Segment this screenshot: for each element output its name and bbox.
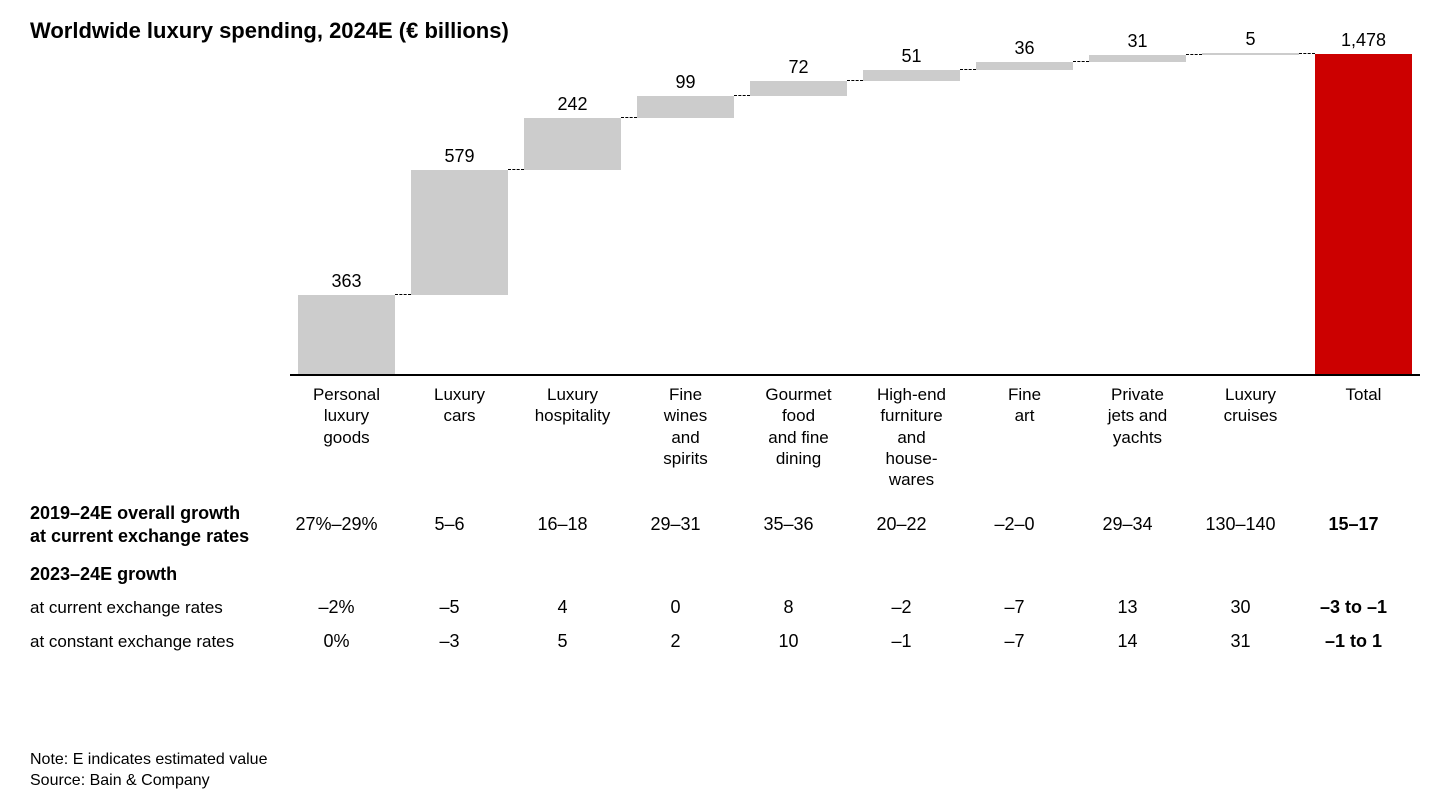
growth-cell: 2 [619, 631, 732, 652]
waterfall-chart: 363579242997251363151,478 [290, 54, 1420, 376]
connector-line [847, 80, 864, 81]
connector-line [734, 95, 751, 96]
growth-cell: –3 [393, 631, 506, 652]
connector-line [960, 69, 977, 70]
chart-block: 363579242997251363151,478 Personalluxury… [290, 54, 1420, 490]
category-label: Luxurycruises [1194, 384, 1307, 490]
growth-cell: 5 [506, 631, 619, 652]
category-label: Total [1307, 384, 1420, 490]
growth-cell: –1 to 1 [1297, 631, 1410, 652]
bar-value-label: 36 [976, 38, 1072, 59]
growth-cell: 16–18 [506, 514, 619, 535]
bar-segment: 99 [637, 96, 733, 117]
growth-row: 2023–24E growth [30, 563, 1410, 591]
growth-table: 2019–24E overall growthat current exchan… [30, 502, 1410, 659]
category-labels-row: PersonalluxurygoodsLuxurycarsLuxuryhospi… [290, 384, 1420, 490]
growth-cell: 5–6 [393, 514, 506, 535]
growth-cell: 4 [506, 597, 619, 618]
category-label: Gourmetfoodand finedining [742, 384, 855, 490]
growth-cell: 13 [1071, 597, 1184, 618]
growth-row: 2019–24E overall growthat current exchan… [30, 502, 1410, 547]
bar-segment: 31 [1089, 55, 1185, 62]
bar-value-label: 5 [1202, 29, 1298, 50]
growth-row-label: 2023–24E growth [30, 563, 288, 586]
bar-segment: 72 [750, 81, 846, 97]
connector-line [1186, 54, 1203, 55]
growth-cell: 130–140 [1184, 514, 1297, 535]
bar-segment: 51 [863, 70, 959, 81]
connector-line [508, 169, 525, 170]
bar-segment: 579 [411, 170, 507, 295]
growth-row: at current exchange rates–2%–5408–2–7133… [30, 597, 1410, 625]
growth-cell: –2–0 [958, 514, 1071, 535]
growth-row-label: at current exchange rates [30, 597, 280, 618]
growth-row-label: at constant exchange rates [30, 631, 280, 652]
page: Worldwide luxury spending, 2024E (€ bill… [0, 0, 1440, 810]
category-label: Personalluxurygoods [290, 384, 403, 490]
connector-line [395, 294, 412, 295]
growth-cell: 8 [732, 597, 845, 618]
footnotes: Note: E indicates estimated value Source… [30, 749, 267, 792]
bar-value-label: 99 [637, 72, 733, 93]
growth-cell: 14 [1071, 631, 1184, 652]
growth-cell: 29–31 [619, 514, 732, 535]
bar-value-label: 1,478 [1315, 30, 1411, 51]
growth-cell: –2 [845, 597, 958, 618]
bar-segment: 363 [298, 295, 394, 374]
growth-cell: 10 [732, 631, 845, 652]
growth-cell: –3 to –1 [1297, 597, 1410, 618]
growth-cell: –1 [845, 631, 958, 652]
category-label: Privatejets andyachts [1081, 384, 1194, 490]
bar-value-label: 31 [1089, 31, 1185, 52]
bar-value-label: 579 [411, 146, 507, 167]
connector-line [1073, 61, 1090, 62]
growth-row: at constant exchange rates0%–35210–1–714… [30, 631, 1410, 659]
growth-cell: 0% [280, 631, 393, 652]
note-text: Note: E indicates estimated value [30, 749, 267, 771]
category-label: Finewinesandspirits [629, 384, 742, 490]
bar-value-label: 242 [524, 94, 620, 115]
growth-row-values: 27%–29%5–616–1829–3135–3620–22–2–029–341… [280, 514, 1410, 535]
growth-cell: 15–17 [1297, 514, 1410, 535]
growth-cell: –2% [280, 597, 393, 618]
source-text: Source: Bain & Company [30, 770, 267, 792]
growth-cell: –7 [958, 597, 1071, 618]
growth-row-label: 2019–24E overall growthat current exchan… [30, 502, 280, 547]
growth-cell: 29–34 [1071, 514, 1184, 535]
growth-cell: 27%–29% [280, 514, 393, 535]
category-label: High-endfurnitureandhouse-wares [855, 384, 968, 490]
bar-value-label: 51 [863, 46, 959, 67]
growth-cell: 20–22 [845, 514, 958, 535]
bar-value-label: 363 [298, 271, 394, 292]
growth-row-values: 0%–35210–1–71431–1 to 1 [280, 631, 1410, 652]
bar-value-label: 72 [750, 57, 846, 78]
growth-cell: 31 [1184, 631, 1297, 652]
bar-segment: 242 [524, 118, 620, 170]
growth-row-values: –2%–5408–2–71330–3 to –1 [280, 597, 1410, 618]
growth-cell: 30 [1184, 597, 1297, 618]
connector-line [621, 117, 638, 118]
growth-cell: 35–36 [732, 514, 845, 535]
bar-total: 1,478 [1315, 54, 1411, 374]
category-label: Fineart [968, 384, 1081, 490]
growth-cell: –7 [958, 631, 1071, 652]
bar-segment: 36 [976, 62, 1072, 70]
connector-line [1299, 53, 1316, 54]
category-label: Luxurycars [403, 384, 516, 490]
category-label: Luxuryhospitality [516, 384, 629, 490]
bar-segment: 5 [1202, 53, 1298, 55]
growth-cell: –5 [393, 597, 506, 618]
growth-cell: 0 [619, 597, 732, 618]
